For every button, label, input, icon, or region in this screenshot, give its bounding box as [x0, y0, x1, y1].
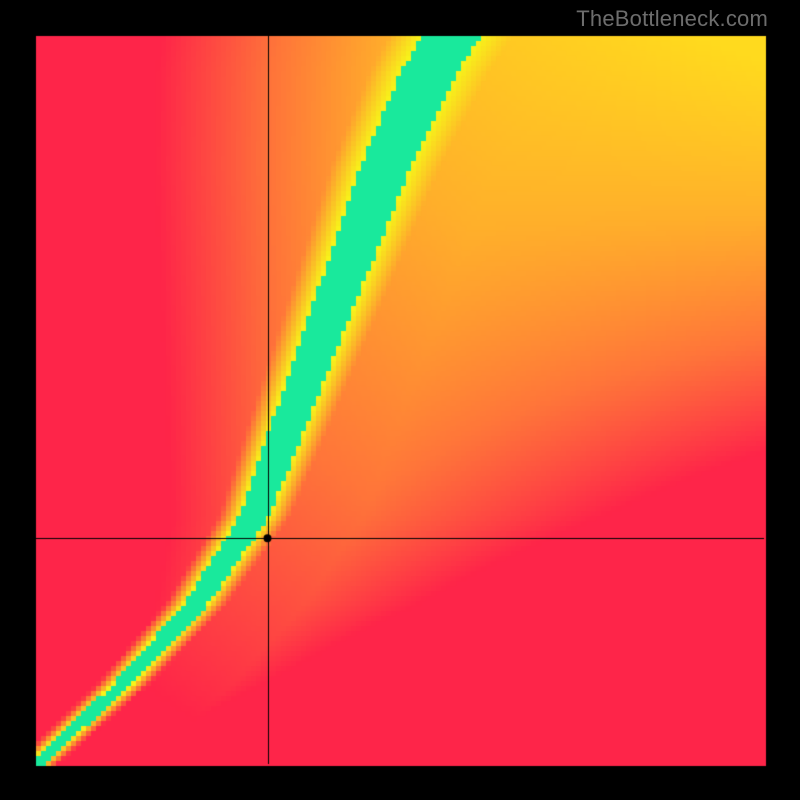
chart-container: TheBottleneck.com [0, 0, 800, 800]
watermark-text: TheBottleneck.com [576, 6, 768, 32]
heatmap-canvas [0, 0, 800, 800]
